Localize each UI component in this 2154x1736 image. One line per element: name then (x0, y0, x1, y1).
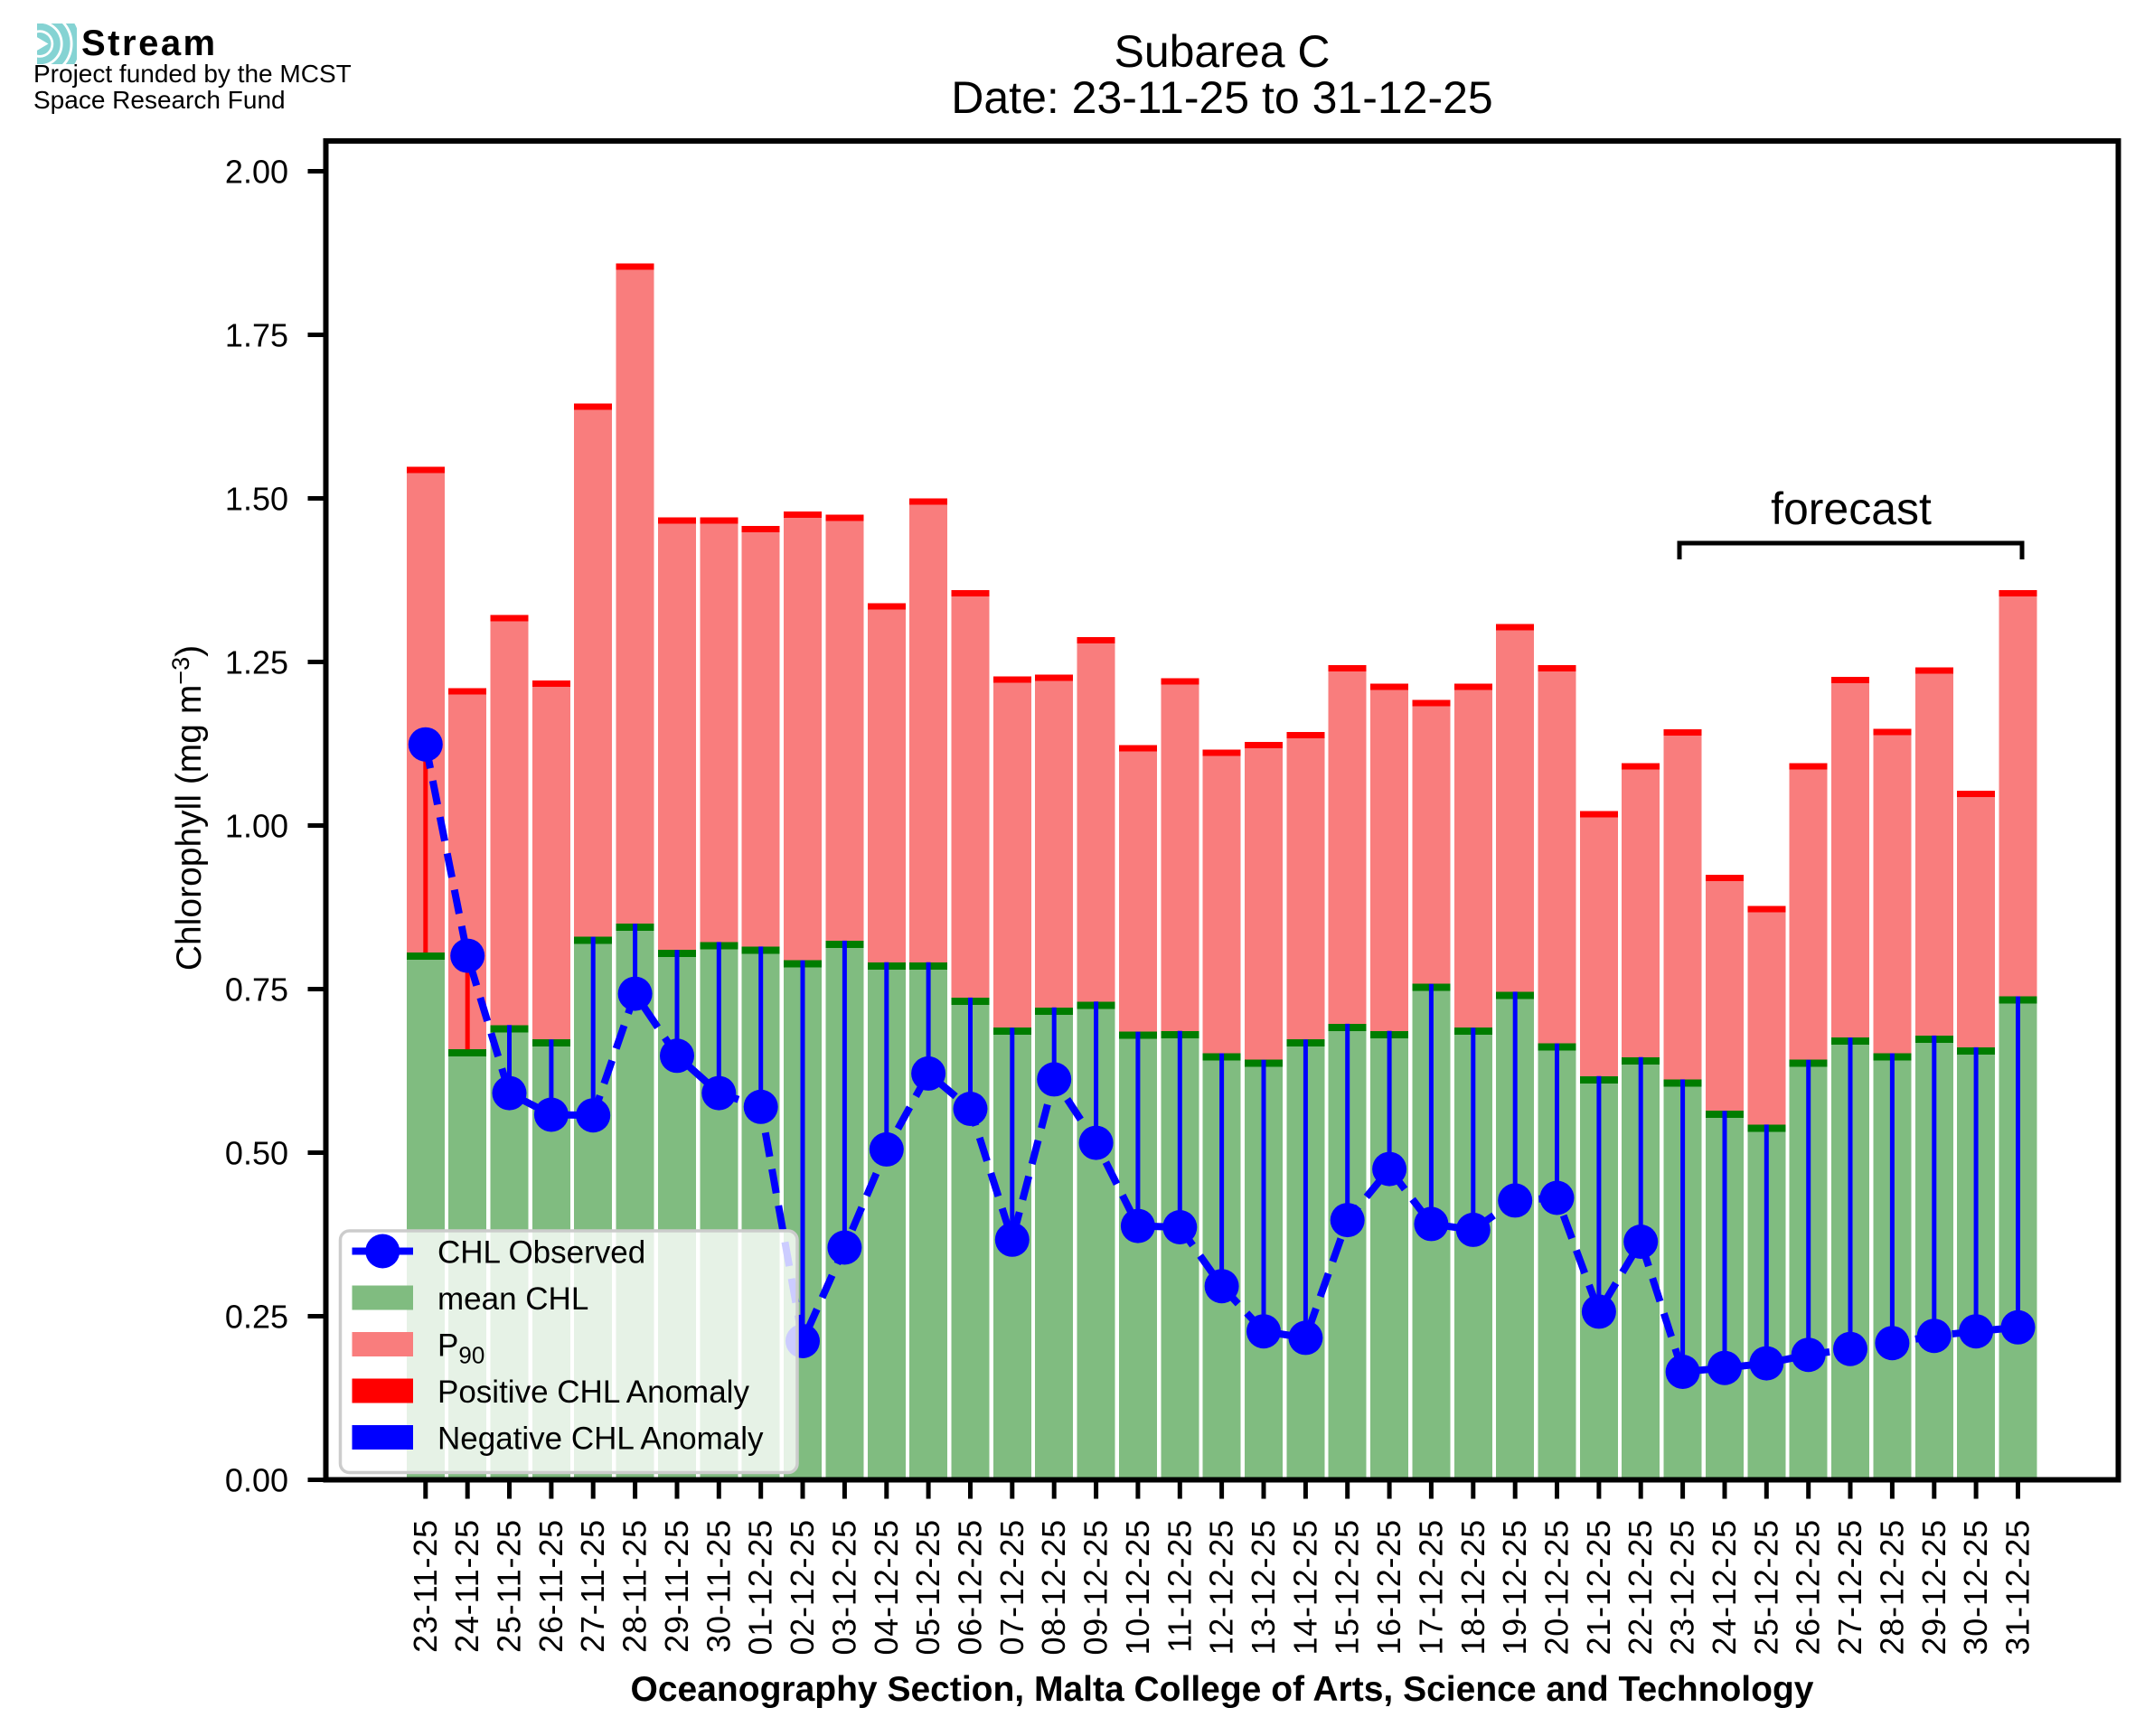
svg-text:14-12-25: 14-12-25 (1286, 1519, 1323, 1656)
svg-text:Stream: Stream (81, 23, 218, 63)
svg-text:20-12-25: 20-12-25 (1538, 1519, 1576, 1656)
svg-text:0.75: 0.75 (225, 971, 288, 1009)
svg-text:1.00: 1.00 (225, 808, 288, 845)
svg-text:06-12-25: 06-12-25 (952, 1519, 989, 1656)
svg-text:01-12-25: 01-12-25 (742, 1519, 779, 1656)
svg-text:CHL Observed: CHL Observed (437, 1235, 645, 1271)
svg-text:0.25: 0.25 (225, 1299, 288, 1336)
svg-text:11-12-25: 11-12-25 (1161, 1519, 1198, 1653)
svg-text:2.00: 2.00 (225, 154, 288, 191)
svg-text:Subarea C: Subarea C (1114, 26, 1330, 77)
svg-text:04-12-25: 04-12-25 (868, 1519, 905, 1656)
svg-text:0.50: 0.50 (225, 1135, 288, 1172)
svg-text:Chlorophyll (mg m−3): Chlorophyll (mg m−3) (167, 645, 209, 971)
svg-text:13-12-25: 13-12-25 (1245, 1519, 1282, 1656)
svg-text:30-12-25: 30-12-25 (1957, 1519, 1994, 1656)
svg-text:30-11-25: 30-11-25 (700, 1519, 737, 1653)
svg-text:22-12-25: 22-12-25 (1622, 1519, 1659, 1656)
svg-text:Date: 23-11-25 to 31-12-25: Date: 23-11-25 to 31-12-25 (951, 72, 1492, 123)
svg-text:02-12-25: 02-12-25 (784, 1519, 821, 1656)
svg-text:09-12-25: 09-12-25 (1077, 1519, 1115, 1656)
svg-text:18-12-25: 18-12-25 (1454, 1519, 1491, 1656)
svg-text:28-11-25: 28-11-25 (616, 1519, 654, 1653)
svg-text:27-11-25: 27-11-25 (574, 1519, 611, 1653)
svg-text:24-12-25: 24-12-25 (1706, 1519, 1743, 1656)
svg-text:23-12-25: 23-12-25 (1664, 1519, 1701, 1656)
svg-text:25-11-25: 25-11-25 (491, 1519, 528, 1653)
svg-text:28-12-25: 28-12-25 (1873, 1519, 1910, 1656)
svg-text:Space Research Fund: Space Research Fund (33, 86, 286, 114)
svg-text:05-12-25: 05-12-25 (909, 1519, 946, 1656)
svg-text:forecast: forecast (1771, 483, 1932, 534)
svg-text:26-11-25: 26-11-25 (532, 1519, 569, 1653)
svg-text:29-12-25: 29-12-25 (1915, 1519, 1952, 1656)
svg-text:23-11-25: 23-11-25 (407, 1519, 444, 1653)
svg-text:mean CHL: mean CHL (437, 1281, 588, 1317)
svg-text:29-11-25: 29-11-25 (658, 1519, 695, 1653)
svg-text:25-12-25: 25-12-25 (1747, 1519, 1784, 1656)
svg-text:12-12-25: 12-12-25 (1203, 1519, 1240, 1656)
svg-text:03-12-25: 03-12-25 (825, 1519, 862, 1656)
svg-text:31-12-25: 31-12-25 (1999, 1519, 2036, 1656)
svg-text:24-11-25: 24-11-25 (448, 1519, 485, 1653)
svg-text:Positive CHL Anomaly: Positive CHL Anomaly (437, 1375, 749, 1410)
svg-text:Project funded by the MCST: Project funded by the MCST (33, 60, 352, 88)
svg-text:07-12-25: 07-12-25 (993, 1519, 1030, 1656)
svg-text:1.75: 1.75 (225, 317, 288, 354)
svg-text:08-12-25: 08-12-25 (1035, 1519, 1072, 1656)
svg-text:17-12-25: 17-12-25 (1412, 1519, 1449, 1656)
svg-text:16-12-25: 16-12-25 (1370, 1519, 1407, 1656)
svg-text:0.00: 0.00 (225, 1462, 288, 1499)
svg-text:21-12-25: 21-12-25 (1580, 1519, 1617, 1656)
svg-text:1.25: 1.25 (225, 644, 288, 681)
svg-text:10-12-25: 10-12-25 (1119, 1519, 1156, 1656)
svg-text:Negative CHL Anomaly: Negative CHL Anomaly (437, 1422, 764, 1457)
svg-text:27-12-25: 27-12-25 (1831, 1519, 1868, 1656)
svg-text:19-12-25: 19-12-25 (1496, 1519, 1533, 1656)
svg-text:15-12-25: 15-12-25 (1329, 1519, 1366, 1656)
svg-text:26-12-25: 26-12-25 (1790, 1519, 1827, 1656)
svg-text:1.50: 1.50 (225, 481, 288, 518)
svg-text:Oceanography Section, Malta Co: Oceanography Section, Malta College of A… (631, 1670, 1814, 1709)
